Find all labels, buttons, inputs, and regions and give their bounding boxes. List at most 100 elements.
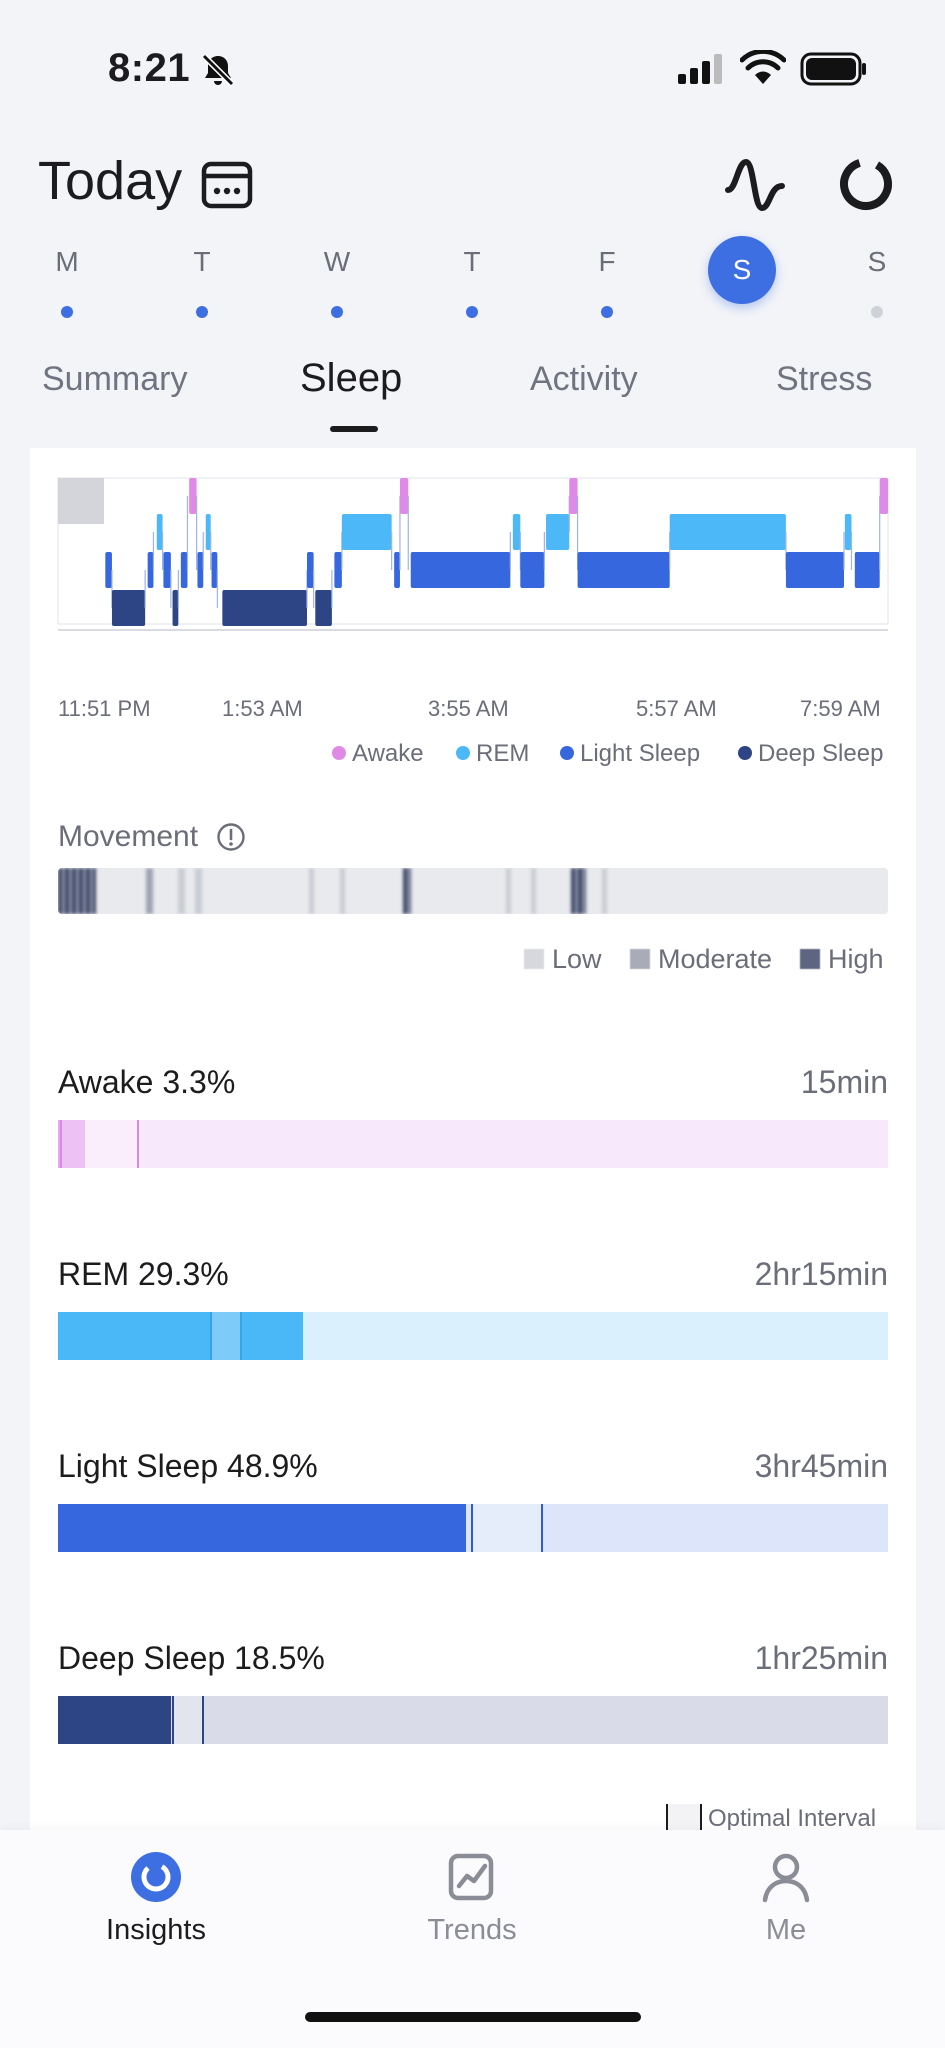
optimal-interval-marker <box>59 1120 139 1168</box>
stage-bar <box>58 1696 888 1744</box>
segment-awake <box>569 478 578 514</box>
optimal-interval-marker <box>209 1312 243 1360</box>
segment-deep-sleep <box>172 590 179 626</box>
day-label: F <box>598 246 616 277</box>
optimal-interval-swatch <box>666 1804 702 1832</box>
legend-label: Low <box>552 944 602 974</box>
stage-label: REM 29.3% <box>58 1256 229 1292</box>
wifi-icon <box>740 50 786 84</box>
movement-event <box>570 868 586 914</box>
legend-swatch <box>630 949 650 969</box>
day-data-dot <box>601 306 613 318</box>
segment-rem <box>156 514 163 550</box>
tab-stress[interactable]: Stress <box>776 360 873 398</box>
day-fri[interactable]: F <box>567 236 647 326</box>
movement-event <box>340 868 346 914</box>
pre-sleep-block <box>58 478 104 524</box>
tab-bar: Summary Sleep Activity Stress <box>0 356 945 440</box>
insights-icon <box>131 1852 181 1902</box>
bottom-nav: Insights Trends Me <box>0 1830 945 2048</box>
legend-label: Deep Sleep <box>758 740 884 767</box>
active-tab-indicator <box>330 426 378 432</box>
day-label: T <box>193 246 211 277</box>
day-thu[interactable]: T <box>432 236 512 326</box>
ring-device-icon[interactable] <box>836 154 896 214</box>
nav-insights[interactable]: Insights <box>56 1850 256 1947</box>
tab-summary[interactable]: Summary <box>42 360 188 398</box>
segment-deep-sleep <box>315 590 332 626</box>
segment-light-sleep <box>394 552 400 588</box>
segment-rem <box>205 514 211 550</box>
trends-icon <box>448 1853 494 1901</box>
legend-dot <box>456 746 470 760</box>
cellular-signal-icon <box>678 54 722 84</box>
status-time: 8:21 <box>108 46 191 90</box>
pulse-icon[interactable] <box>724 156 786 214</box>
stage-bar <box>58 1504 888 1552</box>
day-data-dot <box>331 306 343 318</box>
tab-sleep[interactable]: Sleep <box>300 356 403 400</box>
stage-duration: 3hr45min <box>754 1448 888 1484</box>
segment-light-sleep <box>577 552 670 588</box>
me-icon <box>762 1853 810 1903</box>
day-sun[interactable]: S <box>837 236 917 326</box>
tab-activity[interactable]: Activity <box>530 360 638 398</box>
legend-swatch <box>800 949 820 969</box>
nav-me[interactable]: Me <box>686 1850 886 1947</box>
x-tick-label: 1:53 AM <box>222 696 303 721</box>
segment-light-sleep <box>163 552 171 588</box>
day-data-dot <box>871 306 883 318</box>
day-data-dot <box>196 306 208 318</box>
movement-event <box>58 868 97 914</box>
movement-event <box>506 868 512 914</box>
legend-awake: Awake <box>332 740 424 768</box>
day-mon[interactable]: M <box>27 236 107 326</box>
segment-rem <box>512 514 521 550</box>
x-tick-label: 5:57 AM <box>636 696 717 721</box>
day-data-dot <box>61 306 73 318</box>
info-icon[interactable] <box>216 822 246 852</box>
legend-swatch <box>524 949 544 969</box>
movement-event <box>145 868 153 914</box>
stage-duration: 1hr25min <box>754 1640 888 1676</box>
stage-label: Awake 3.3% <box>58 1064 236 1100</box>
x-tick-label: 3:55 AM <box>428 696 509 721</box>
segment-light-sleep <box>105 552 112 588</box>
segment-light-sleep <box>197 552 204 588</box>
segment-awake <box>879 478 888 514</box>
nav-label: Insights <box>106 1914 206 1946</box>
day-label: M <box>55 246 79 277</box>
legend-rem: REM <box>456 740 529 768</box>
day-label: S <box>708 236 776 304</box>
day-wed[interactable]: W <box>297 236 377 326</box>
segment-light-sleep <box>520 552 545 588</box>
stage-label: Light Sleep 48.9% <box>58 1448 318 1484</box>
movement-event <box>178 868 185 914</box>
segment-light-sleep <box>307 552 314 588</box>
legend-dot <box>560 746 574 760</box>
stage-label: Deep Sleep 18.5% <box>58 1640 325 1676</box>
page-title: Today <box>38 151 183 211</box>
movement-event <box>601 868 607 914</box>
segment-rem <box>844 514 852 550</box>
segment-light-sleep <box>334 552 342 588</box>
home-indicator <box>305 2012 641 2022</box>
day-sat-selected[interactable]: S <box>702 236 782 326</box>
optimal-interval-marker <box>171 1696 205 1744</box>
nav-trends[interactable]: Trends <box>372 1850 572 1947</box>
movement-bar <box>58 868 888 914</box>
stage-fill <box>58 1312 303 1360</box>
legend-dot <box>332 746 346 760</box>
segment-light-sleep <box>147 552 154 588</box>
segment-light-sleep <box>410 552 511 588</box>
battery-icon <box>800 52 866 86</box>
day-tue[interactable]: T <box>162 236 242 326</box>
day-label: S <box>867 246 887 277</box>
segment-light-sleep <box>785 552 845 588</box>
calendar-icon[interactable] <box>200 158 254 212</box>
nav-label: Trends <box>427 1914 517 1946</box>
segment-light-sleep <box>854 552 880 588</box>
legend-label: REM <box>476 740 530 767</box>
movement-event <box>194 868 202 914</box>
movement-event <box>308 868 314 914</box>
